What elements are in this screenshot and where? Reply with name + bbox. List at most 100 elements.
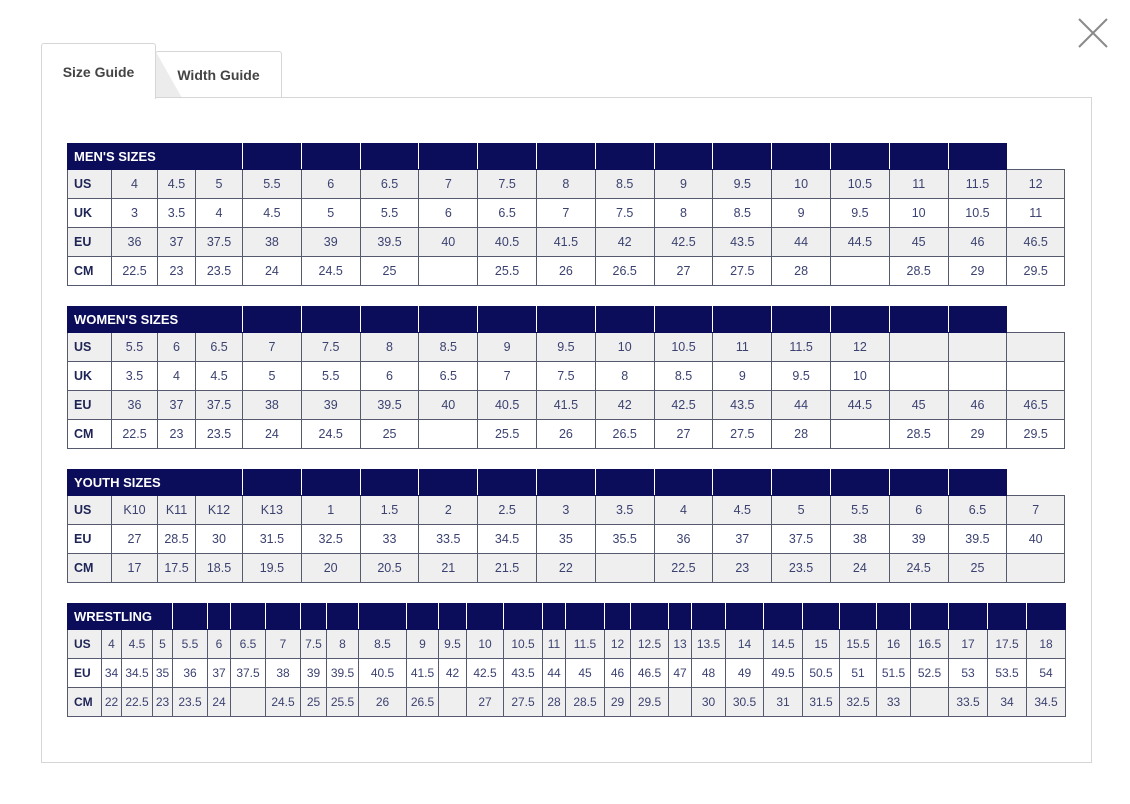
size-cell: 11	[542, 629, 566, 659]
size-cell: 26	[358, 687, 407, 717]
table-row-cm: CM 22.5 23 23.5 24 24.5 25 25.5 26 26.5 27 27.5 28 28…	[67, 256, 1065, 286]
size-cell	[1006, 553, 1065, 583]
size-cell: 29.5	[1006, 419, 1065, 449]
size-cell: 11.5	[771, 332, 831, 362]
size-cell: 24.5	[888, 553, 949, 583]
size-cell: 5.5	[300, 361, 361, 391]
header-cell	[242, 469, 302, 496]
size-cell: 3	[535, 495, 596, 525]
header-cell	[888, 306, 949, 333]
header-cell	[300, 603, 327, 630]
header-cell	[771, 469, 831, 496]
size-cell: 25	[359, 256, 420, 286]
header-cell	[691, 603, 726, 630]
header-cell	[653, 306, 714, 333]
size-cell: 11.5	[565, 629, 605, 659]
size-cell: 37	[712, 524, 773, 554]
size-cell: 5.5	[172, 629, 208, 659]
size-cell: 40	[1006, 524, 1065, 554]
tab-size-guide-label: Size Guide	[62, 63, 135, 80]
header-cell	[771, 143, 831, 170]
size-cell: 44	[771, 227, 831, 257]
size-cell: 39	[300, 658, 327, 688]
size-cell: K13	[242, 495, 302, 525]
size-cell: 11.5	[947, 169, 1008, 199]
table-row-cm: CM 17 17.5 18.5 19.5 20 20.5 21 21.5 22 22.5 23 23.5…	[67, 553, 1065, 583]
size-cell: 9	[477, 332, 538, 362]
size-cell: 34.5	[1026, 687, 1066, 717]
size-cell: 22.5	[121, 687, 153, 717]
youth-sizes-table: YOUTH SIZES US K10 K11 K12 K13 1 1.5 2 2.5 3 3.5 4 4.…	[67, 469, 1065, 583]
size-cell	[947, 361, 1008, 391]
size-cell	[1006, 332, 1065, 362]
size-cell: 28.5	[888, 419, 949, 449]
row-label: UK	[67, 198, 112, 228]
header-cell	[829, 143, 890, 170]
size-cell: 5	[242, 361, 302, 391]
size-cell: 30.5	[725, 687, 764, 717]
size-cell: 5	[194, 169, 244, 199]
header-cell	[358, 603, 407, 630]
size-cell: 14.5	[763, 629, 803, 659]
size-cell: 47	[668, 658, 692, 688]
size-cell: 54	[1026, 658, 1066, 688]
size-cell: 5.5	[359, 198, 420, 228]
size-cell: 6.5	[359, 169, 420, 199]
size-cell: 40.5	[477, 227, 537, 257]
size-cell: 35.5	[594, 524, 655, 554]
tab-width-guide[interactable]: Width Guide	[155, 51, 282, 98]
size-cell: 7.5	[536, 361, 596, 391]
wrestling-header-row: WRESTLING	[67, 603, 1066, 630]
size-cell: 40	[418, 390, 479, 420]
table-row-eu: EU 27 28.5 30 31.5 32.5 33 33.5 34.5 35 35.5 36 37 37…	[67, 524, 1065, 554]
size-cell: 48	[691, 658, 726, 688]
size-cell: 5	[300, 198, 361, 228]
header-cell	[542, 603, 566, 630]
header-cell	[712, 469, 773, 496]
header-cell	[594, 306, 655, 333]
size-cell: 8	[594, 361, 655, 391]
size-cell: 41.5	[536, 390, 596, 420]
size-cell: 24.5	[300, 419, 361, 449]
size-cell: 9	[406, 629, 439, 659]
size-cell: 1	[300, 495, 361, 525]
size-cell: 5	[771, 495, 831, 525]
size-cell: 43.5	[503, 658, 543, 688]
tab-size-guide[interactable]: Size Guide	[41, 43, 156, 99]
womens-header-row: WOMEN'S SIZES	[66, 306, 1065, 333]
size-cell: 10.5	[829, 169, 890, 199]
size-cell: 22	[535, 553, 596, 583]
size-cell: 26.5	[594, 419, 655, 449]
size-cell: 4.5	[194, 361, 244, 391]
header-cell	[604, 603, 631, 630]
size-cell: 23.5	[172, 687, 208, 717]
size-cell: 31.5	[802, 687, 840, 717]
size-cell: 37	[207, 658, 231, 688]
size-cell: 20.5	[359, 553, 420, 583]
size-cell: 17.5	[157, 553, 196, 583]
size-cell: 8	[359, 332, 420, 362]
size-cell: 31.5	[242, 524, 302, 554]
size-cell: 17.5	[987, 629, 1027, 659]
size-cell: 9	[712, 361, 773, 391]
header-cell	[300, 306, 361, 333]
header-cell	[477, 306, 538, 333]
size-cell: 9.5	[536, 332, 596, 362]
table-row-eu: EU 36 37 37.5 38 39 39.5 40 40.5 41.5 42 42.5 43.5 44…	[67, 227, 1065, 257]
size-cell: 49	[725, 658, 764, 688]
size-cell: 27	[653, 419, 714, 449]
row-label: CM	[67, 687, 102, 717]
size-cell: 34	[987, 687, 1027, 717]
size-cell: 45	[888, 227, 949, 257]
size-cell: 22	[101, 687, 122, 717]
size-cell: 10.5	[947, 198, 1008, 228]
size-cell: 26.5	[406, 687, 439, 717]
size-cell: 23.5	[771, 553, 831, 583]
size-cell: 33.5	[948, 687, 988, 717]
size-cell: 38	[265, 658, 301, 688]
size-cell: 23	[712, 553, 773, 583]
size-cell: 10.5	[653, 332, 714, 362]
size-cell: 17	[111, 553, 158, 583]
table-row-uk: UK 3 3.5 4 4.5 5 5.5 6 6.5 7 7.5 8 8.5 9 9.5 10 10.5 11	[67, 198, 1065, 228]
close-icon[interactable]	[1077, 17, 1109, 49]
